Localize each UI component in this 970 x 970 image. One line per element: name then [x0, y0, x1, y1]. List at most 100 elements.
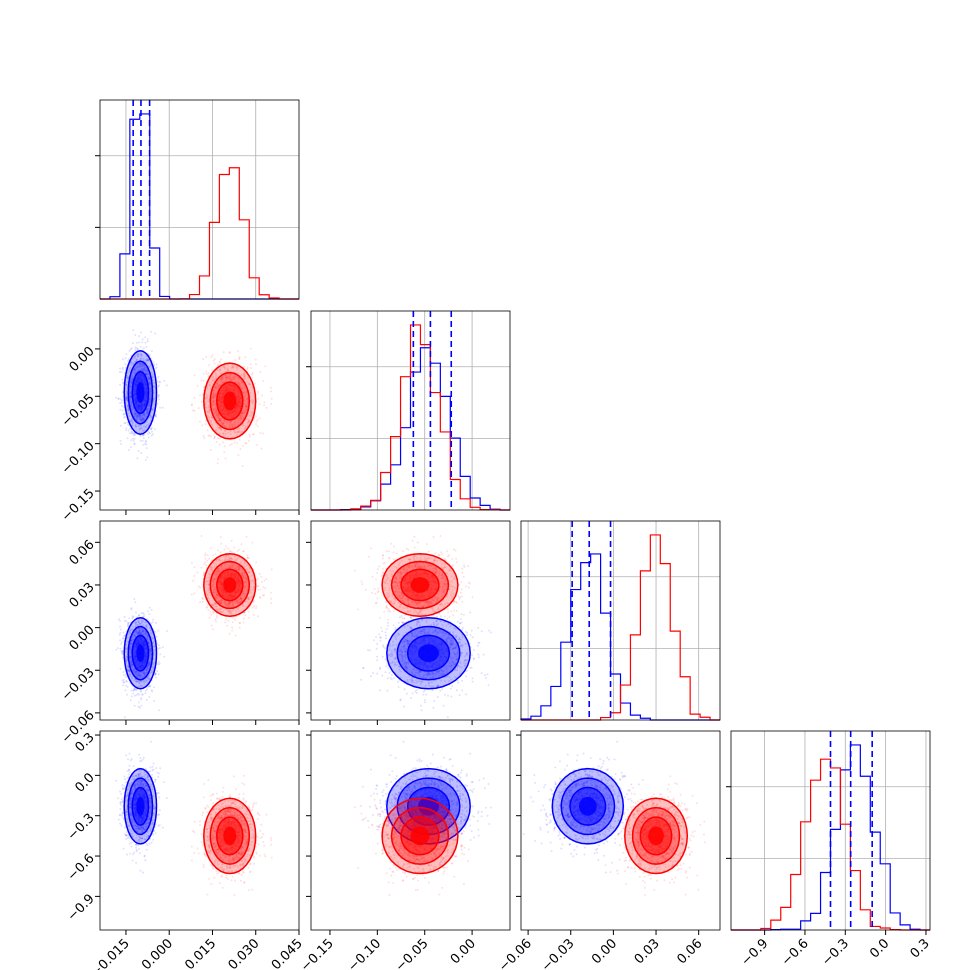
scatter-point: [148, 663, 150, 666]
scatter-point: [130, 364, 133, 367]
scatter-point: [145, 669, 148, 672]
scatter-point: [211, 376, 214, 379]
scatter-point: [139, 675, 142, 678]
scatter-point: [205, 355, 208, 358]
scatter-point: [239, 448, 242, 451]
scatter-point: [147, 359, 150, 362]
scatter-point: [152, 362, 155, 365]
scatter-point: [142, 680, 145, 683]
scatter-point: [212, 359, 215, 362]
scatter-point: [219, 377, 222, 380]
scatter-point: [148, 354, 151, 357]
scatter-point: [149, 657, 152, 660]
scatter-point: [137, 620, 140, 623]
scatter-point: [217, 458, 220, 461]
scatter-point: [117, 647, 120, 650]
scatter-point: [202, 600, 205, 603]
scatter-point: [218, 384, 221, 387]
scatter-point: [120, 401, 123, 404]
scatter-point: [212, 379, 214, 382]
scatter-point: [215, 385, 218, 388]
scatter-point: [133, 704, 136, 707]
scatter-point: [213, 602, 216, 605]
scatter-point: [138, 676, 140, 679]
scatter-point: [211, 566, 214, 569]
scatter-point: [261, 394, 263, 397]
scatter-point: [244, 386, 247, 389]
scatter-point: [150, 653, 152, 656]
scatter-point: [210, 395, 213, 398]
scatter-point: [133, 670, 136, 673]
scatter-point: [133, 443, 136, 445]
scatter-point: [214, 591, 217, 594]
scatter-point: [135, 341, 138, 344]
scatter-point: [148, 662, 151, 665]
scatter-point: [135, 359, 138, 361]
density-contour: [209, 371, 251, 431]
scatter-point: [197, 585, 200, 588]
scatter-point: [249, 586, 252, 588]
scatter-point: [236, 599, 239, 602]
scatter-point: [128, 396, 131, 399]
scatter-point: [208, 591, 211, 594]
scatter-point: [216, 616, 219, 619]
scatter-point: [146, 677, 149, 679]
scatter-point: [243, 375, 246, 377]
scatter-point: [216, 608, 219, 611]
scatter-point: [258, 403, 261, 406]
scatter-point: [128, 432, 131, 435]
scatter-point: [136, 680, 139, 683]
scatter-point: [237, 383, 240, 386]
scatter-point: [115, 648, 118, 651]
scatter-point: [138, 672, 141, 675]
scatter-point: [215, 414, 218, 417]
scatter-point: [240, 418, 243, 421]
scatter-point: [157, 396, 160, 399]
scatter-point: [230, 423, 233, 426]
scatter-point: [120, 650, 123, 653]
scatter-point: [236, 366, 239, 368]
scatter-point: [206, 396, 209, 399]
scatter-point: [138, 680, 140, 683]
scatter-point: [207, 409, 210, 412]
scatter-point: [146, 625, 148, 628]
scatter-point: [244, 581, 247, 584]
scatter-point: [228, 602, 231, 605]
scatter-point: [261, 581, 263, 584]
scatter-point: [148, 678, 151, 681]
scatter-point: [224, 567, 227, 570]
scatter-point: [212, 394, 215, 397]
scatter-point: [143, 429, 146, 432]
scatter-point: [233, 601, 236, 604]
scatter-point: [143, 414, 146, 417]
scatter-point: [243, 560, 246, 563]
scatter-point: [246, 584, 249, 587]
scatter-point: [233, 430, 236, 433]
scatter-point: [136, 632, 139, 635]
scatter-point: [137, 365, 140, 368]
scatter-point: [230, 379, 233, 382]
scatter-point: [140, 633, 143, 636]
scatter-point: [127, 404, 129, 407]
scatter-point: [202, 434, 205, 437]
scatter-point: [221, 601, 224, 604]
scatter-point: [236, 365, 238, 368]
density-contour: [123, 350, 158, 435]
scatter-point: [138, 623, 141, 626]
scatter-point: [209, 611, 212, 614]
scatter-point: [227, 610, 230, 612]
scatter-point: [141, 367, 144, 370]
scatter-point: [157, 385, 160, 388]
scatter-point: [151, 430, 153, 433]
scatter-point: [241, 559, 244, 562]
scatter-point: [244, 356, 247, 359]
scatter-point: [249, 392, 252, 395]
scatter-point: [147, 405, 150, 407]
scatter-point: [461, 679, 464, 682]
scatter-point: [145, 634, 148, 637]
scatter-point: [218, 360, 221, 363]
scatter-point: [200, 566, 203, 569]
scatter-point: [132, 689, 135, 692]
scatter-point: [215, 428, 218, 431]
scatter-point: [146, 359, 149, 362]
